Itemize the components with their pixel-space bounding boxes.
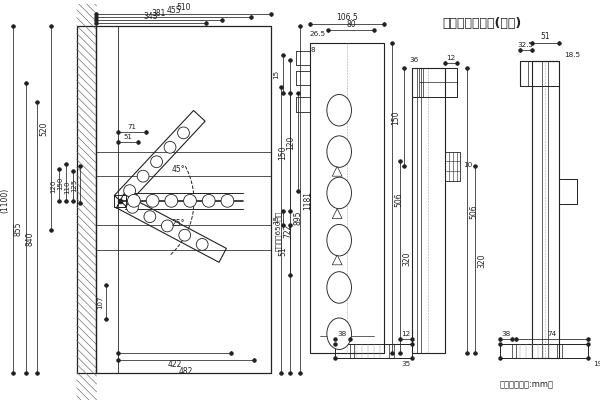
Text: 74: 74 (547, 330, 556, 336)
Text: 106.5: 106.5 (336, 12, 358, 22)
Text: (1100): (1100) (1, 187, 10, 213)
Text: 38: 38 (502, 330, 511, 336)
Circle shape (221, 195, 234, 208)
Text: 520: 520 (39, 122, 48, 136)
Text: 19: 19 (593, 360, 600, 367)
Text: 51: 51 (278, 246, 287, 255)
Text: 26.5: 26.5 (310, 31, 326, 37)
Circle shape (137, 171, 149, 182)
Text: 80: 80 (346, 20, 356, 28)
Text: 120: 120 (286, 135, 295, 150)
Text: 510: 510 (176, 3, 191, 12)
Circle shape (178, 128, 190, 140)
Text: 15: 15 (274, 70, 280, 79)
Text: 12: 12 (401, 330, 410, 336)
Text: 51: 51 (124, 134, 133, 140)
Text: 36: 36 (410, 57, 419, 63)
Text: 840: 840 (25, 231, 34, 245)
Text: 120: 120 (50, 179, 56, 192)
Text: 110: 110 (64, 180, 70, 193)
Text: 基準寸法650以上: 基準寸法650以上 (275, 210, 282, 250)
Text: 506: 506 (395, 192, 404, 206)
Text: 506: 506 (470, 204, 479, 219)
Text: 422: 422 (167, 359, 182, 369)
Text: 51: 51 (541, 32, 550, 41)
Circle shape (196, 239, 208, 251)
Text: 1181: 1181 (303, 190, 312, 209)
Text: 381: 381 (152, 9, 166, 18)
Text: 320: 320 (478, 253, 487, 267)
Circle shape (127, 202, 139, 214)
Circle shape (127, 195, 140, 208)
Circle shape (124, 185, 136, 197)
Ellipse shape (327, 95, 352, 127)
Text: 150: 150 (392, 111, 401, 125)
Circle shape (161, 221, 173, 232)
Circle shape (164, 142, 176, 154)
Ellipse shape (327, 318, 352, 350)
Text: 18.5: 18.5 (564, 52, 580, 58)
Circle shape (151, 156, 163, 168)
Text: 722: 722 (284, 223, 293, 237)
Ellipse shape (327, 272, 352, 304)
Polygon shape (332, 167, 342, 177)
Text: 125: 125 (71, 178, 77, 192)
Text: 12: 12 (446, 55, 455, 61)
Text: 15: 15 (274, 214, 280, 223)
Text: 8: 8 (311, 47, 316, 53)
Text: 343: 343 (144, 12, 158, 20)
Text: 38: 38 (337, 330, 347, 336)
Text: 895: 895 (293, 210, 302, 224)
Circle shape (202, 195, 215, 208)
Text: 855: 855 (14, 221, 23, 235)
Text: 455: 455 (166, 6, 181, 15)
Circle shape (184, 195, 196, 208)
Polygon shape (332, 209, 342, 219)
Text: 320: 320 (403, 251, 412, 265)
Ellipse shape (327, 225, 352, 256)
Circle shape (144, 211, 156, 223)
Text: 71: 71 (127, 124, 136, 130)
Ellipse shape (327, 136, 352, 168)
Text: 150: 150 (57, 176, 63, 190)
Polygon shape (332, 255, 342, 265)
Text: 10: 10 (463, 162, 472, 168)
Circle shape (165, 195, 178, 208)
Text: 107: 107 (97, 295, 103, 309)
Text: 35: 35 (401, 360, 410, 367)
Text: 45°: 45° (172, 165, 185, 174)
Text: 32.5: 32.5 (518, 42, 534, 48)
Text: （サイズ単位:mm）: （サイズ単位:mm） (500, 379, 554, 388)
Text: 482: 482 (179, 366, 193, 375)
Ellipse shape (327, 178, 352, 209)
Circle shape (146, 195, 159, 208)
Text: スイング収納時(共通): スイング収納時(共通) (443, 17, 522, 30)
Text: 150: 150 (278, 145, 287, 160)
Text: 25°: 25° (172, 219, 185, 228)
Circle shape (179, 230, 191, 241)
